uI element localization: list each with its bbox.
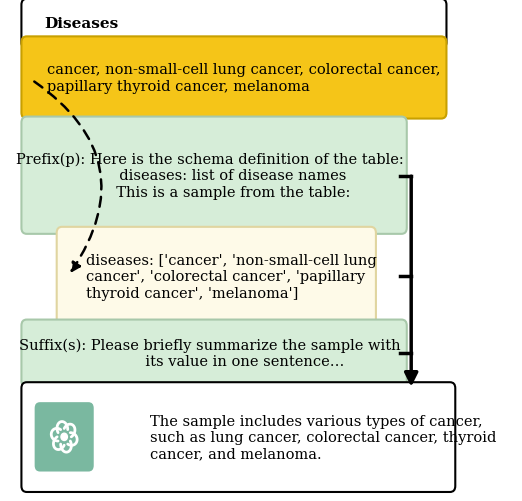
Text: Diseases: Diseases [44, 18, 118, 31]
FancyBboxPatch shape [21, 117, 407, 234]
FancyArrowPatch shape [34, 82, 101, 271]
Text: The sample includes various types of cancer,
such as lung cancer, colorectal can: The sample includes various types of can… [150, 414, 496, 460]
Circle shape [61, 433, 67, 440]
FancyBboxPatch shape [34, 402, 94, 471]
FancyBboxPatch shape [21, 320, 407, 387]
FancyBboxPatch shape [21, 37, 446, 119]
Text: Prefix(p): Here is the schema definition of the table:
          diseases: list : Prefix(p): Here is the schema definition… [16, 152, 404, 199]
Text: cancer, non-small-cell lung cancer, colorectal cancer,
papillary thyroid cancer,: cancer, non-small-cell lung cancer, colo… [46, 63, 440, 93]
Text: diseases: ['cancer', 'non-small-cell lung
cancer', 'colorectal cancer', 'papilla: diseases: ['cancer', 'non-small-cell lun… [86, 254, 377, 300]
FancyBboxPatch shape [21, 382, 455, 492]
FancyBboxPatch shape [57, 227, 376, 327]
FancyBboxPatch shape [21, 0, 446, 49]
Text: Suffix(s): Please briefly summarize the sample with
               its value in : Suffix(s): Please briefly summarize the … [19, 338, 400, 369]
